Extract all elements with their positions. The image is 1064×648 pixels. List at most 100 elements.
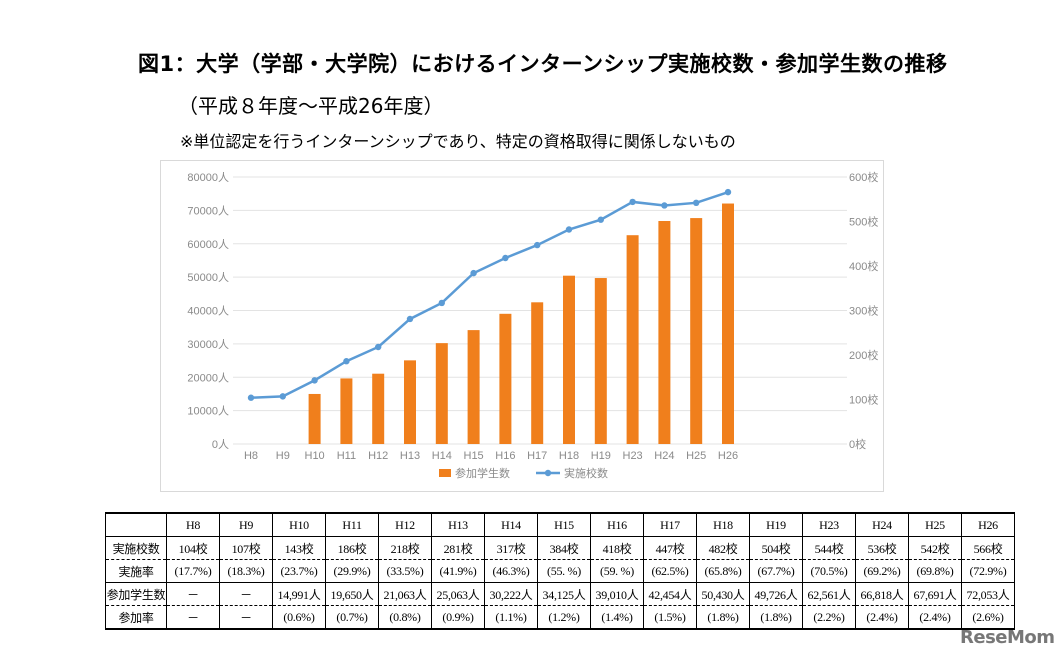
table-row: 参加学生数－－ 14,991人 19,650人 21,063人 25,063人 30,22…	[105, 582, 1015, 606]
x-tick-label: H24	[654, 450, 674, 462]
table-cell: 42,454人	[643, 582, 697, 606]
table-cell: －	[219, 582, 273, 606]
table-cell: H19	[749, 513, 803, 537]
table-cell: (46.3%)	[484, 559, 538, 583]
table-cell: (1.8%)	[696, 605, 750, 629]
left-tick-label: 20000人	[187, 371, 229, 384]
table-cell: (33.5%)	[378, 559, 432, 583]
table-cell: 72,053人	[961, 582, 1015, 606]
table-cell: (1.2%)	[537, 605, 591, 629]
table-cell: (18.3%)	[219, 559, 273, 583]
left-tick-label: 80000人	[187, 171, 229, 184]
table-row: 参加率－－ (0.6%) (0.7%) (0.8%) (0.9%) (1.1%) (1.2%…	[105, 605, 1015, 629]
table-cell: 218校	[378, 536, 432, 560]
data-table: H8 H9 H10 H11 H12 H13 H14 H15 H16 H17 H18 H19 H23 H24…	[105, 512, 1015, 630]
point-schools	[343, 358, 350, 365]
table-cell: 542校	[908, 536, 962, 560]
table-cell: 34,125人	[537, 582, 591, 606]
legend-swatch-participants	[439, 469, 451, 477]
table-cell: 30,222人	[484, 582, 538, 606]
row-label: 参加率	[105, 605, 167, 629]
table-cell: (69.2%)	[855, 559, 909, 583]
table-cell: H23	[802, 513, 856, 537]
bar-participants	[563, 275, 575, 444]
table-cell: H9	[219, 513, 273, 537]
left-tick-label: 70000人	[187, 204, 229, 217]
right-tick-label: 400校	[849, 259, 878, 273]
x-tick-label: H12	[368, 450, 388, 462]
point-schools	[661, 202, 668, 209]
point-schools	[565, 226, 573, 233]
table-cell: 67,691人	[908, 582, 962, 606]
line-schools	[250, 190, 729, 399]
bar-participants	[404, 360, 416, 444]
left-tick-label: 10000人	[187, 405, 229, 418]
table-cell: －	[166, 605, 220, 629]
table-cell: 544校	[802, 536, 856, 560]
point-schools	[406, 315, 414, 323]
table-cell: －	[219, 605, 273, 629]
combo-chart: 0人 10000人 20000人 30000人 40000人 50000人 60000人 70…	[187, 170, 878, 480]
table-cell: 504校	[749, 536, 803, 560]
table-cell: H25	[908, 513, 962, 537]
table-cell: 186校	[325, 536, 379, 560]
left-tick-label: 40000人	[187, 305, 229, 318]
table-cell: 536校	[855, 536, 909, 560]
x-tick-label: H16	[495, 450, 515, 462]
table-cell: (0.7%)	[325, 605, 379, 629]
table-cell: 418校	[590, 536, 644, 560]
point-schools	[279, 393, 286, 400]
table-cell: H10	[272, 513, 326, 537]
table-cell: 49,726人	[749, 582, 803, 606]
table-cell: (72.9%)	[961, 559, 1015, 583]
table-row: 実施率 (17.7%) (18.3%) (23.7%) (29.9%) (33.5%) (4…	[105, 559, 1015, 583]
figure-note: ※単位認定を行うインターンシップであり、特定の資格取得に関係しないもの	[180, 132, 736, 151]
right-tick-label: 500校	[849, 215, 878, 229]
table-cell: (0.6%)	[272, 605, 326, 629]
row-label: 参加学生数	[105, 582, 167, 606]
table-cell: 384校	[537, 536, 591, 560]
table-cell: 566校	[961, 536, 1015, 560]
table-cell: H13	[431, 513, 485, 537]
point-schools	[502, 254, 509, 262]
x-tick-label: H11	[337, 450, 356, 462]
point-schools	[693, 199, 700, 207]
x-tick-label: H8	[244, 450, 258, 462]
x-tick-label: H14	[432, 450, 452, 462]
x-tick-label: H13	[400, 450, 420, 462]
legend-label-participants: 参加学生数	[455, 466, 510, 480]
table-cell: (1.4%)	[590, 605, 644, 629]
bar-participants	[499, 313, 512, 444]
table-cell: (62.5%)	[643, 559, 697, 583]
table-cell: (2.4%)	[855, 605, 909, 629]
x-tick-label: H9	[276, 450, 290, 462]
figure-title: 図1：大学（学部・大学院）におけるインターンシップ実施校数・参加学生数の推移	[138, 52, 948, 76]
legend-marker-schools	[544, 469, 552, 477]
right-tick-label: 100校	[849, 393, 878, 407]
bar-participants	[690, 218, 703, 444]
table-cell: (65.8%)	[696, 559, 750, 583]
point-schools	[597, 216, 604, 223]
bar-participants	[435, 343, 448, 444]
table-cell: H26	[961, 513, 1015, 537]
point-schools	[724, 188, 732, 196]
table-cell: (2.6%)	[961, 605, 1015, 629]
bar-participants	[626, 235, 639, 444]
table-cell: (1.1%)	[484, 605, 538, 629]
table-cell: 62,561人	[802, 582, 856, 606]
table-cell: (41.9%)	[431, 559, 485, 583]
table-cell: H14	[484, 513, 538, 537]
left-tick-label: 60000人	[187, 238, 229, 251]
right-tick-label: 200校	[849, 348, 878, 362]
table-cell: (0.8%)	[378, 605, 432, 629]
point-schools	[375, 343, 382, 351]
bar-participants	[531, 302, 544, 444]
table-cell: 447校	[643, 536, 697, 560]
table-cell: 107校	[219, 536, 273, 560]
table-cell: H15	[537, 513, 591, 537]
legend-label-schools: 実施校数	[564, 466, 608, 480]
point-schools	[470, 269, 477, 277]
table-cell: H18	[696, 513, 750, 537]
bar-participants	[308, 393, 321, 444]
table-cell: H11	[325, 513, 379, 537]
